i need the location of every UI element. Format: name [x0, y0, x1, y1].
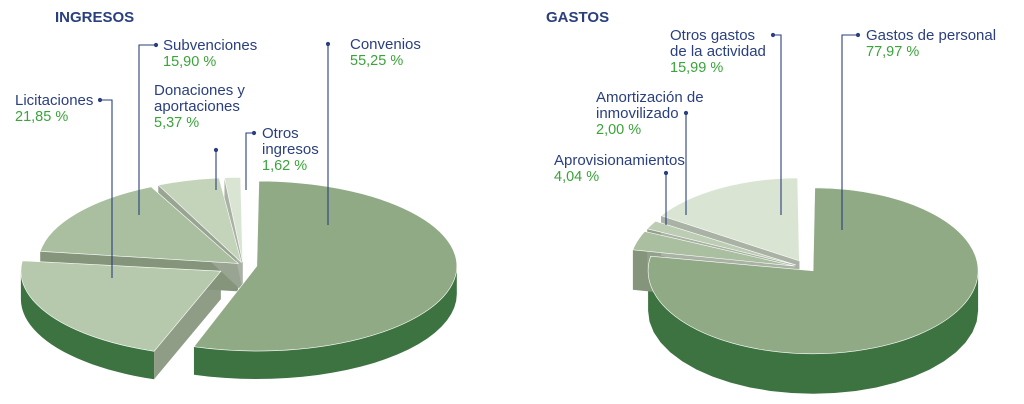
slice-side-gastos-de-personal	[648, 270, 979, 394]
slice-percent-licitaciones: 21,85 %	[15, 109, 68, 125]
leader-dot-convenios	[325, 41, 331, 47]
leader-line-licitaciones	[100, 99, 113, 278]
slice-percent-donaciones-y-aportaciones: 5,37 %	[154, 115, 199, 131]
leader-line-otros-ingresos	[245, 132, 254, 190]
slice-percent-otros-ingresos: 1,62 %	[262, 158, 307, 174]
slice-label-subvenciones: Subvenciones	[163, 37, 257, 54]
leader-dot-otros-gastos-de-la-actividad	[770, 32, 776, 38]
slice-percent-convenios: 55,25 %	[350, 53, 403, 69]
slice-otros-ingresos	[224, 177, 243, 263]
slice-aprovisionamientos	[632, 231, 795, 267]
leader-line-gastos-de-personal	[841, 34, 858, 230]
slice-otros-gastos-de-la-actividad	[660, 177, 800, 262]
slice-label-amortizacion-de-inmovilizado: Amortización de	[596, 89, 704, 106]
leader-dot-aprovisionamientos	[663, 170, 669, 176]
slice-label-amortizacion-de-inmovilizado: inmovilizado	[596, 105, 679, 122]
leader-line-subvenciones	[138, 44, 156, 215]
slice-label-donaciones-y-aportaciones: aportaciones	[154, 98, 240, 115]
slice-label-otros-gastos-de-la-actividad: Otros gastos	[670, 27, 755, 44]
slice-label-otros-ingresos: ingresos	[262, 141, 319, 158]
slice-convenios	[193, 180, 458, 352]
pie-tops	[20, 177, 458, 352]
slice-percent-aprovisionamientos: 4,04 %	[554, 169, 599, 185]
leader-dot-gastos-de-personal	[855, 32, 861, 38]
leader-line-otros-gastos-de-la-actividad	[773, 34, 782, 215]
slice-side-convenios	[193, 266, 457, 380]
slice-amortizacion-de-inmovilizado	[646, 220, 796, 266]
slice-label-otros-ingresos: Otros	[262, 125, 299, 142]
leader-dot-licitaciones	[97, 97, 103, 103]
slice-subvenciones	[39, 186, 240, 264]
leader-dot-subvenciones	[153, 42, 159, 48]
slice-gastos-de-personal	[647, 187, 979, 355]
slice-label-otros-gastos-de-la-actividad: de la actividad	[670, 43, 766, 60]
leader-dot-amortizacion-de-inmovilizado	[683, 110, 689, 116]
slice-donaciones-y-aportaciones	[157, 177, 242, 264]
slice-side-licitaciones	[20, 271, 155, 380]
slice-cut-licitaciones	[154, 271, 221, 380]
slice-percent-amortizacion-de-inmovilizado: 2,00 %	[596, 122, 641, 138]
slice-licitaciones	[20, 260, 222, 352]
slice-percent-subvenciones: 15,90 %	[163, 54, 216, 70]
leader-dot-donaciones-y-aportaciones	[213, 147, 219, 153]
slice-percent-otros-gastos-de-la-actividad: 15,99 %	[670, 60, 723, 76]
slice-percent-gastos-de-personal: 77,97 %	[866, 44, 919, 60]
leader-dot-otros-ingresos	[251, 130, 257, 136]
chart-title-ingresos: INGRESOS	[55, 9, 134, 26]
pie-tops	[632, 177, 979, 355]
slice-label-convenios: Convenios	[350, 36, 421, 53]
slice-label-gastos-de-personal: Gastos de personal	[866, 27, 996, 44]
slice-label-licitaciones: Licitaciones	[15, 92, 93, 109]
slice-label-aprovisionamientos: Aprovisionamientos	[554, 152, 685, 169]
chart-title-gastos: GASTOS	[546, 9, 609, 26]
slice-label-donaciones-y-aportaciones: Donaciones y	[154, 82, 245, 99]
